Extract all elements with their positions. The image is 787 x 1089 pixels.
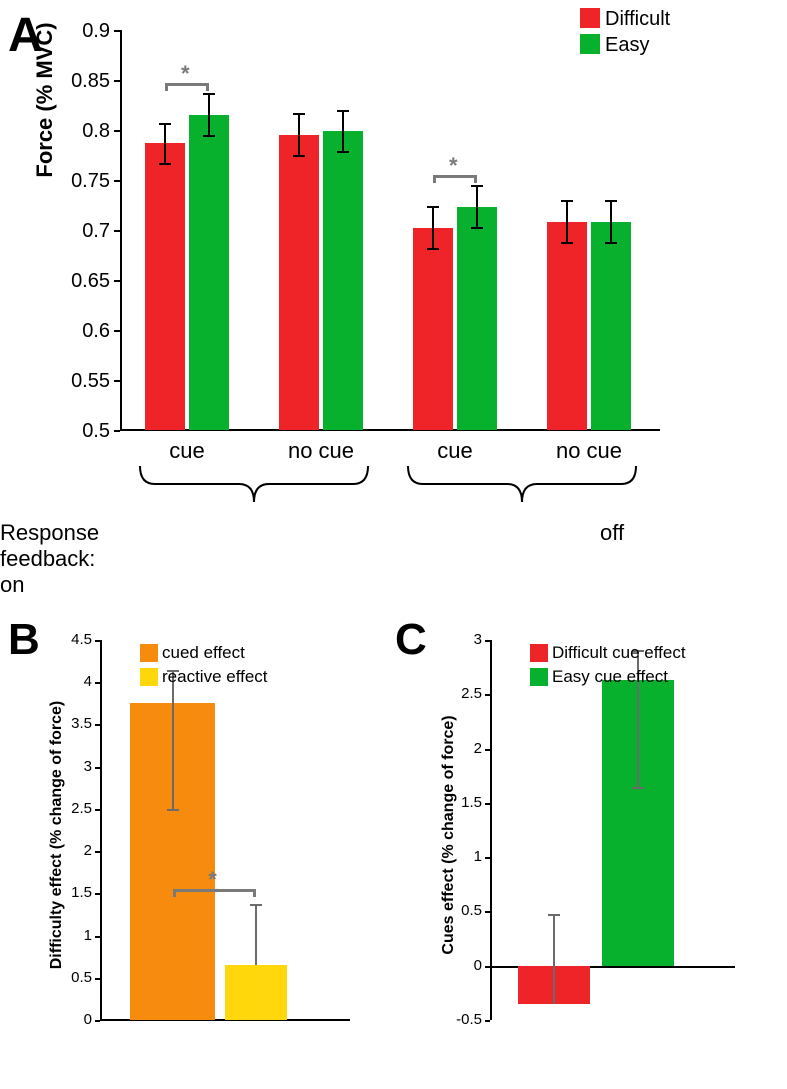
- panel-C-plot: -0.500.511.522.53Difficult cue effectEas…: [490, 640, 735, 1020]
- panel-A-brace: [120, 30, 660, 550]
- panel-A-yticklabel: 0.85: [60, 70, 110, 93]
- panel-C-errcap: [548, 914, 560, 916]
- panel-B-ytick: [95, 978, 100, 980]
- panel-A-legend-label: Difficult: [605, 8, 670, 31]
- panel-A-yticklabel: 0.6: [60, 320, 110, 343]
- panel-B-sigstar: *: [208, 867, 217, 893]
- panel-B-legend-swatch: [140, 644, 158, 662]
- panel-A-yticklabel: 0.65: [60, 270, 110, 293]
- panel-C-label: C: [395, 615, 427, 665]
- panel-C-ytick: [485, 749, 490, 751]
- panel-A-ylabel: Force (% MVC): [32, 0, 58, 230]
- panel-B-label: B: [8, 615, 40, 665]
- panel-A-legend-swatch: [580, 8, 600, 28]
- panel-B-ytick: [95, 724, 100, 726]
- panel-C-ytick: [485, 966, 490, 968]
- panel-C-legend-label: Difficult cue effect: [552, 643, 686, 663]
- panel-C-ytick: [485, 803, 490, 805]
- panel-B-legend-label: reactive effect: [162, 667, 268, 687]
- panel-B-ytick: [95, 767, 100, 769]
- panel-A-feedback-on: Response feedback: on: [0, 520, 99, 598]
- panel-C-errbar: [553, 914, 555, 1004]
- panel-A-yticklabel: 0.5: [60, 420, 110, 443]
- panel-B-sigbar: [253, 889, 256, 897]
- panel-B-sigbar: [173, 889, 176, 897]
- panel-C-legend-label: Easy cue effect: [552, 667, 668, 687]
- panel-C-ytick: [485, 694, 490, 696]
- panel-B-yaxis: [100, 640, 102, 1020]
- panel-C-legend-swatch: [530, 668, 548, 686]
- panel-A-yticklabel: 0.9: [60, 20, 110, 43]
- panel-A-yticklabel: 0.7: [60, 220, 110, 243]
- figure-root: A 0.50.550.60.650.70.750.80.850.9cueno c…: [0, 0, 787, 1089]
- panel-B-legend-label: cued effect: [162, 643, 245, 663]
- panel-B-ytick: [95, 893, 100, 895]
- panel-B-errcap: [250, 904, 262, 906]
- panel-B-plot: 00.511.522.533.544.5*cued effectreactive…: [100, 640, 350, 1020]
- panel-A-yticklabel: 0.55: [60, 370, 110, 393]
- panel-B-ytick: [95, 936, 100, 938]
- panel-B-ytick: [95, 682, 100, 684]
- panel-C-ytick: [485, 1020, 490, 1022]
- panel-B-ytick: [95, 1020, 100, 1022]
- panel-C-ytick: [485, 911, 490, 913]
- panel-B-ytick: [95, 809, 100, 811]
- panel-C-errcap: [632, 787, 644, 789]
- panel-C-legend-swatch: [530, 644, 548, 662]
- panel-B-ytick: [95, 851, 100, 853]
- panel-B-errbar: [255, 904, 257, 965]
- panel-B-ylabel: Difficulty effect (% change of force): [48, 640, 66, 1030]
- panel-B-legend-swatch: [140, 668, 158, 686]
- panel-A-yticklabel: 0.75: [60, 170, 110, 193]
- panel-C-yaxis: [490, 640, 492, 1020]
- panel-B-bar: [225, 965, 287, 1020]
- panel-A-plot: 0.50.550.60.650.70.750.80.850.9cueno cue…: [120, 30, 660, 430]
- panel-C-ytick: [485, 857, 490, 859]
- panel-B-errcap: [167, 809, 179, 811]
- panel-C-ytick: [485, 640, 490, 642]
- panel-A-yticklabel: 0.8: [60, 120, 110, 143]
- panel-B-ytick: [95, 640, 100, 642]
- panel-A-feedback-off: off: [600, 520, 624, 546]
- panel-B-errbar: [172, 670, 174, 809]
- panel-C-ylabel: Cues effect (% change of force): [440, 640, 458, 1030]
